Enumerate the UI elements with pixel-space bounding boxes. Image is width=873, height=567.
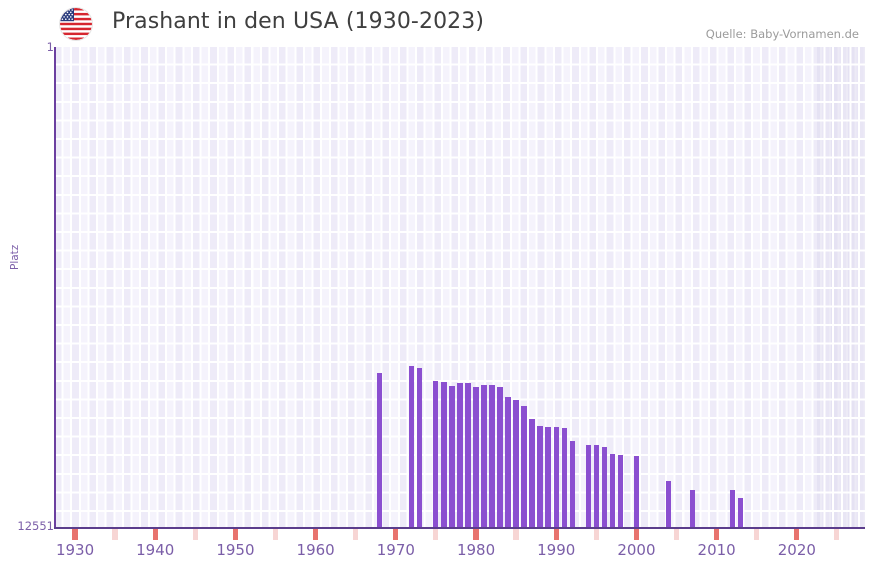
x-tick-mark-1990 — [553, 529, 559, 540]
x-tick-mark-1955 — [272, 529, 279, 540]
bar-1990[interactable] — [553, 427, 559, 527]
x-axis-tick-2010: 2010 — [697, 541, 736, 559]
source-attribution: Quelle: Baby-Vornamen.de — [705, 27, 859, 41]
bar-1977[interactable] — [449, 386, 455, 527]
bar-2012[interactable] — [729, 490, 736, 527]
bar-1995[interactable] — [593, 445, 599, 527]
x-axis-tick-1940: 1940 — [136, 541, 175, 559]
bar-1988[interactable] — [537, 426, 543, 527]
bar-1985[interactable] — [513, 400, 519, 527]
bar-1973[interactable] — [417, 367, 423, 527]
y-axis-line — [54, 47, 56, 528]
x-tick-mark-1935 — [112, 529, 118, 540]
y-axis-tick-bottom: 12551 — [17, 519, 54, 533]
x-axis-line — [54, 527, 865, 529]
bar-1982[interactable] — [489, 385, 495, 527]
x-axis-tick-1980: 1980 — [456, 541, 496, 559]
bar-1996[interactable] — [601, 447, 607, 527]
x-tick-mark-2010 — [713, 529, 720, 540]
x-tick-mark-1950 — [232, 529, 238, 540]
x-tick-mark-2020 — [794, 529, 800, 540]
chart-header: Prashant in den USA (1930-2023) Quelle: … — [0, 0, 873, 47]
y-axis-tick-top: 1 — [46, 40, 54, 54]
y-axis-title: Platz — [9, 244, 21, 270]
bar-1975[interactable] — [433, 380, 439, 527]
x-tick-mark-1970 — [393, 529, 399, 540]
bar-1991[interactable] — [561, 427, 567, 527]
bar-2007[interactable] — [689, 490, 696, 527]
bar-1998[interactable] — [617, 454, 623, 527]
bar-1976[interactable] — [441, 382, 447, 527]
bar-1983[interactable] — [497, 386, 503, 527]
page-title: Prashant in den USA (1930-2023) — [112, 9, 485, 34]
x-axis-tick-1960: 1960 — [296, 541, 335, 559]
bar-1981[interactable] — [481, 385, 487, 527]
bar-2013[interactable] — [737, 498, 744, 527]
x-axis-tick-1990: 1990 — [537, 541, 576, 559]
x-axis-tick-1930: 1930 — [55, 541, 95, 559]
x-axis-tick-1950: 1950 — [216, 541, 255, 559]
bar-1972[interactable] — [409, 366, 415, 527]
x-tick-mark-2025 — [834, 529, 840, 540]
bar-2004[interactable] — [665, 480, 672, 527]
x-tick-mark-1965 — [353, 529, 359, 540]
bar-1997[interactable] — [609, 453, 615, 527]
bar-1989[interactable] — [545, 427, 551, 527]
x-tick-mark-1995 — [593, 529, 599, 540]
bar-1992[interactable] — [569, 441, 575, 527]
bar-1994[interactable] — [585, 444, 591, 527]
x-axis-tick-1970: 1970 — [376, 541, 415, 559]
bar-1984[interactable] — [505, 397, 511, 527]
x-tick-mark-1975 — [433, 529, 439, 540]
x-tick-mark-1945 — [192, 529, 198, 540]
bar-1968[interactable] — [377, 373, 383, 527]
plot-area — [55, 47, 865, 527]
x-axis-tick-2020: 2020 — [777, 541, 816, 559]
x-tick-mark-1930 — [72, 529, 78, 540]
x-tick-mark-1960 — [312, 529, 319, 540]
x-tick-mark-1940 — [152, 529, 158, 540]
x-tick-mark-2015 — [754, 529, 760, 540]
bar-2000[interactable] — [633, 456, 639, 527]
bar-1980[interactable] — [473, 386, 479, 527]
bar-1987[interactable] — [529, 418, 535, 527]
x-tick-mark-2000 — [633, 529, 639, 540]
x-tick-mark-1980 — [473, 529, 479, 540]
bar-1979[interactable] — [465, 383, 471, 527]
bar-1978[interactable] — [457, 383, 463, 527]
bar-1986[interactable] — [521, 406, 527, 527]
x-tick-mark-2005 — [673, 529, 680, 540]
x-tick-mark-1985 — [513, 529, 519, 540]
x-axis-tick-2000: 2000 — [617, 541, 656, 559]
us-flag-icon — [60, 8, 92, 40]
